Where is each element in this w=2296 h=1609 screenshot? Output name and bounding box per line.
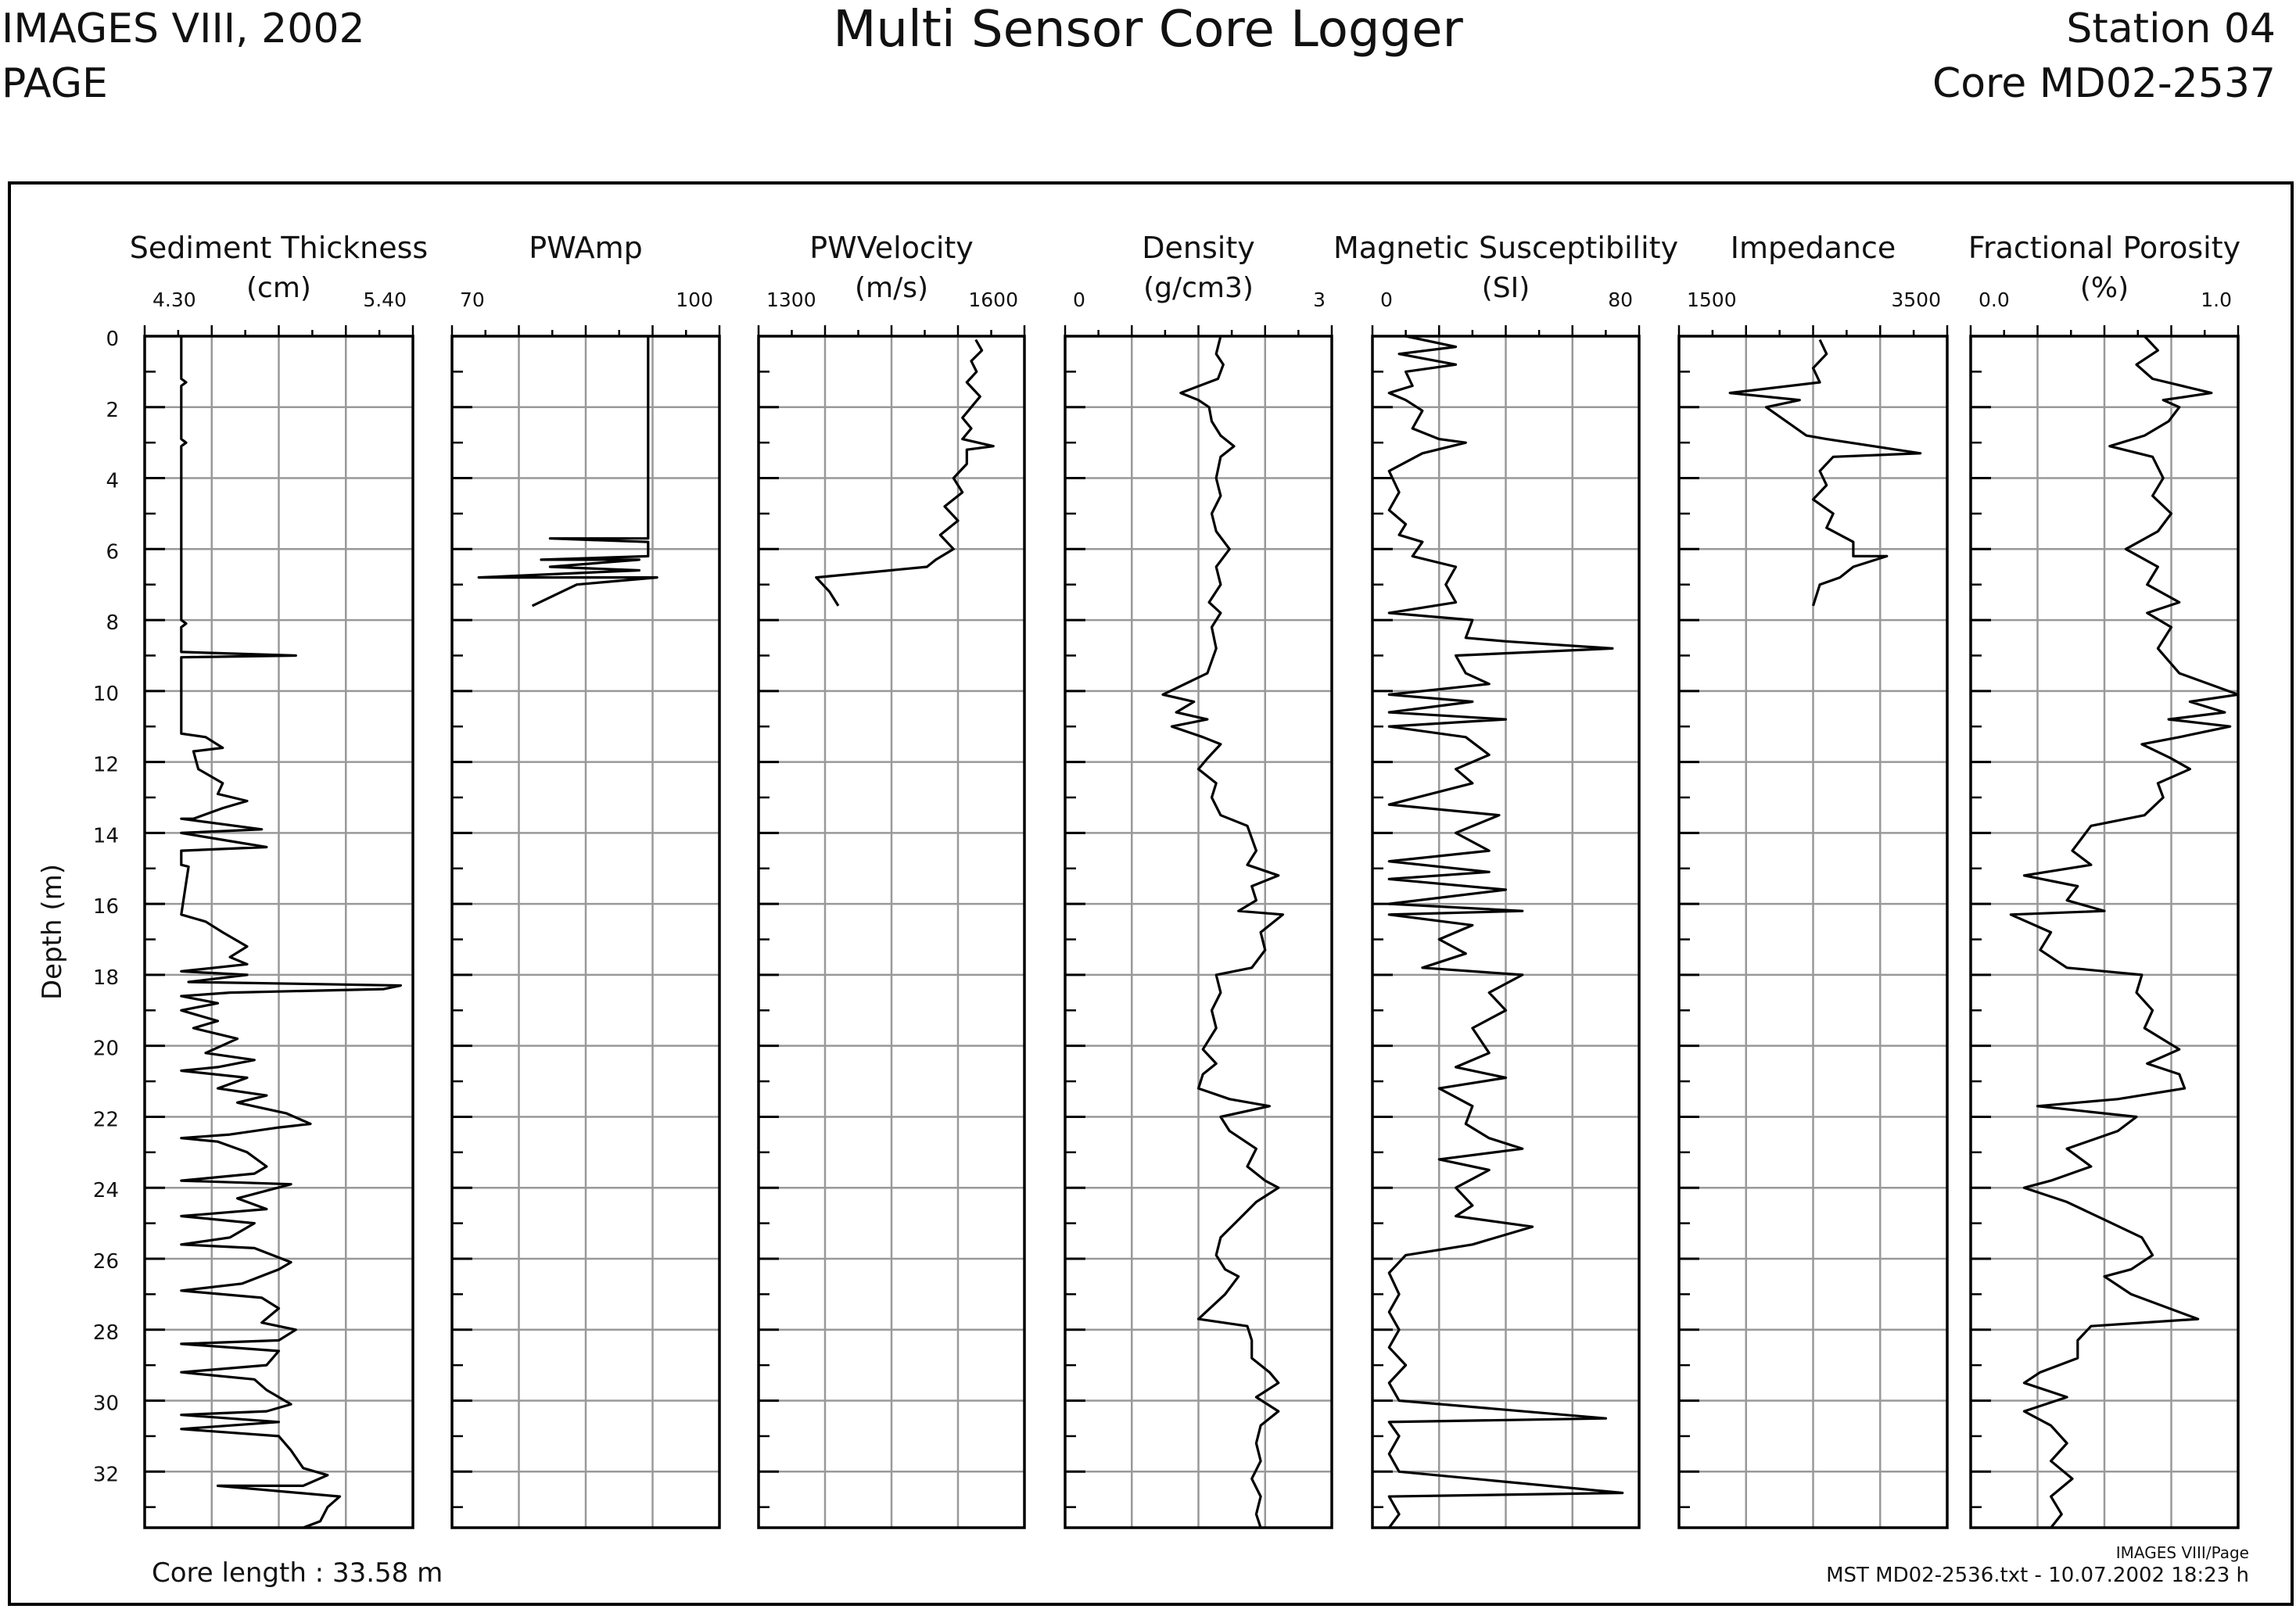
depth-tick-label: 8 [106,611,119,635]
page-title: Multi Sensor Core Logger [833,1,1463,59]
panel-title-pwvelocity: PWVelocity [809,231,974,265]
panel-border-fractional-porosity [1969,335,2240,1529]
x-tick-label-min: 0 [1380,288,1393,311]
depth-tick-label: 28 [93,1321,119,1345]
series-line-pwamp [477,336,658,607]
panel-title-sediment-thickness: Sediment Thickness [130,231,428,265]
x-tick-label-min: 0.0 [1979,288,2010,311]
panel-border-density [1064,335,1333,1529]
panel-unit-density: (g/cm3) [1143,272,1254,304]
x-tick-label-max: 3 [1313,288,1326,311]
series-line-pwvelocity [815,339,995,607]
depth-tick-label: 32 [93,1463,119,1486]
panel-unit-magnetic-susceptibility: (SI) [1482,272,1530,304]
footer-file-label: MST MD02-2536.txt - 10.07.2002 18:23 h [1826,1564,2249,1587]
x-tick-label-max: 5.40 [363,288,407,311]
series-line-sediment-thickness [180,336,403,1529]
x-tick-label-max: 1.0 [2201,288,2232,311]
x-tick-label-max: 3500 [1891,288,1941,311]
x-tick-label-min: 1500 [1687,288,1737,311]
x-tick-label-min: 4.30 [152,288,196,311]
depth-tick-label: 26 [93,1250,119,1274]
series-line-magnetic-susceptibility [1387,335,1624,1528]
panel-unit-sediment-thickness: (cm) [246,272,311,304]
depth-tick-label: 18 [93,966,119,990]
panel-title-density: Density [1142,231,1254,265]
series-line-impedance [1728,339,1922,607]
x-tick-label-max: 80 [1608,288,1633,311]
panel-border-sediment-thickness [143,335,414,1529]
depth-tick-label: 0 [106,328,119,351]
panel-border-pwvelocity [757,335,1026,1529]
x-tick-label-min: 1300 [766,288,816,311]
depth-tick-label: 14 [93,824,119,848]
panel-border-magnetic-susceptibility [1371,335,1641,1529]
depth-tick-label: 10 [93,683,119,706]
x-tick-label-max: 1600 [968,288,1018,311]
y-axis-label: Depth (m) [37,864,68,1000]
depth-tick-label: 22 [93,1108,119,1131]
depth-tick-label: 24 [93,1179,119,1202]
x-tick-label-min: 70 [460,288,485,311]
location-name: PAGE [2,60,108,107]
series-line-fractional-porosity [2009,335,2240,1528]
panel-title-magnetic-susceptibility: Magnetic Susceptibility [1333,231,1678,265]
panel-unit-fractional-porosity: (%) [2080,272,2129,304]
header-left: IMAGES VIII, 2002 PAGE [2,2,365,111]
panel-title-impedance: Impedance [1731,231,1896,265]
depth-tick-label: 12 [93,754,119,777]
depth-tick-label: 4 [106,470,119,493]
series-line-density [1161,335,1285,1528]
header-right: Station 04 Core MD02-2537 [1932,2,2276,111]
x-tick-label-max: 100 [676,288,713,311]
chart-frame [8,181,2294,1606]
x-tick-label-min: 0 [1073,288,1085,311]
footer-project-label: IMAGES VIII/Page [2115,1543,2249,1562]
station-label: Station 04 [2066,5,2276,52]
depth-tick-label: 6 [106,540,119,564]
panel-border-impedance [1677,335,1949,1529]
project-name: IMAGES VIII, 2002 [2,5,365,52]
panel-border-pwamp [450,335,721,1529]
panel-title-fractional-porosity: Fractional Porosity [1968,231,2240,265]
depth-tick-label: 16 [93,895,119,919]
panel-title-pwamp: PWAmp [529,231,643,265]
core-length-label: Core length : 33.58 m [152,1557,443,1589]
depth-tick-label: 30 [93,1392,119,1416]
depth-tick-label: 2 [106,399,119,422]
depth-tick-label: 20 [93,1037,119,1061]
panel-unit-pwvelocity: (m/s) [855,272,928,304]
core-label: Core MD02-2537 [1932,60,2276,107]
